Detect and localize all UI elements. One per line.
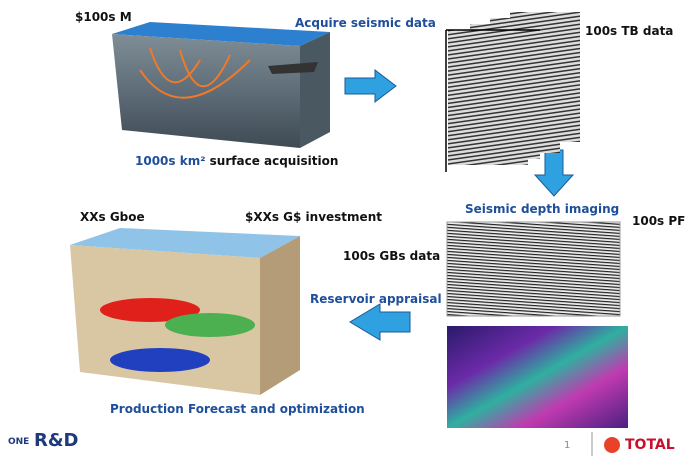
depth-image	[447, 222, 620, 316]
label: Acquire seismic data	[295, 16, 436, 30]
seismic-cube	[448, 30, 528, 165]
illustrations	[0, 0, 696, 456]
slide: $100s M Acquire seismic data 100s TB dat…	[0, 0, 696, 456]
brand: TOTAL	[625, 437, 675, 453]
reservoir-layer	[110, 348, 210, 372]
label: 100s TB data	[585, 24, 673, 38]
label: $XXs G$ investment	[245, 210, 382, 224]
label: 100s PF	[632, 214, 685, 228]
arrow-right	[345, 70, 396, 102]
label: 100s GBs data	[343, 249, 440, 263]
logo: R&D	[34, 430, 79, 451]
reservoir-layer	[165, 313, 255, 337]
arrow-down	[535, 150, 573, 196]
cube-side	[300, 32, 330, 148]
label: Seismic depth imaging	[465, 202, 619, 216]
label: Reservoir appraisal	[310, 292, 442, 306]
arrow-left	[350, 304, 410, 340]
page-number: 1	[564, 440, 570, 451]
label: $100s M	[75, 10, 132, 24]
label: XXs Gboe	[80, 210, 145, 224]
logo: ONE	[8, 437, 29, 447]
reservoir-map	[447, 326, 628, 428]
cube-front	[112, 34, 300, 148]
label: surface acquisition	[210, 154, 339, 168]
brand-mark	[604, 437, 620, 453]
label: Production Forecast and optimization	[110, 402, 365, 416]
label: 1000s km²	[135, 154, 205, 168]
block-side	[260, 236, 300, 395]
label: 1000s km² surface acquisition	[135, 154, 338, 168]
